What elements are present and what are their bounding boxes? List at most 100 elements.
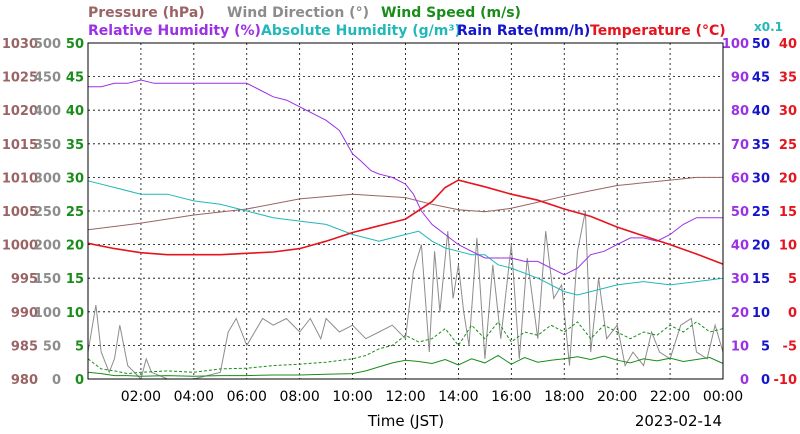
relative-humidity-tick-label: 20 xyxy=(731,306,749,321)
temperature-tick-label: 5 xyxy=(788,272,797,287)
wind-speed-tick-label: 5 xyxy=(75,339,84,354)
axis-tick-labels: 1030102510201015101010051000995990985980… xyxy=(2,37,797,388)
plot-frame xyxy=(87,42,724,380)
pressure-tick-label: 1025 xyxy=(2,71,38,86)
relative-humidity-tick-label: 30 xyxy=(731,272,749,287)
pressure-tick-label: 985 xyxy=(11,339,38,354)
wind-direction-tick-label: 500 xyxy=(34,37,61,52)
rain-rate-tick-label: 0 xyxy=(761,373,770,388)
wind-speed-tick-label: 20 xyxy=(66,239,84,254)
wind-direction-tick-label: 350 xyxy=(34,138,61,153)
legend-row1: Pressure (hPa) Wind Direction (°) Wind S… xyxy=(88,5,521,21)
x-tick-label: 10:00 xyxy=(332,389,372,405)
pressure-tick-label: 1020 xyxy=(2,104,38,119)
date-label: 2023-02-14 xyxy=(635,412,722,430)
pressure-tick-label: 1005 xyxy=(2,205,38,220)
x-tick-label: 08:00 xyxy=(279,389,319,405)
temperature-tick-label: -10 xyxy=(774,373,798,388)
rain-rate-tick-label: 30 xyxy=(752,171,770,186)
temperature-tick-label: 25 xyxy=(779,138,797,153)
x-tick-label: 14:00 xyxy=(438,389,478,405)
series-pressure-hpa xyxy=(87,176,723,231)
relative-humidity-tick-label: 70 xyxy=(731,138,749,153)
wind-speed-tick-label: 35 xyxy=(66,138,84,153)
temperature-tick-label: 20 xyxy=(779,171,797,186)
relative-humidity-tick-label: 60 xyxy=(731,171,749,186)
x-tick-label: 04:00 xyxy=(174,389,214,405)
x-tick-label: 20:00 xyxy=(597,389,637,405)
wind-direction-tick-label: 0 xyxy=(52,373,61,388)
wind-direction-tick-label: 250 xyxy=(34,205,61,220)
series-wind-speed-m-s xyxy=(87,354,724,377)
relative-humidity-tick-label: 0 xyxy=(740,373,749,388)
x-tick-label: 02:00 xyxy=(121,389,161,405)
pressure-tick-label: 995 xyxy=(11,272,38,287)
wind-direction-tick-label: 100 xyxy=(34,306,61,321)
rain-rate-tick-label: 40 xyxy=(752,104,770,119)
temperature-tick-label: 35 xyxy=(779,71,797,86)
series-wind-speed-gust-m-s xyxy=(87,321,724,375)
pressure-tick-label: 1010 xyxy=(2,171,38,186)
wind-direction-tick-label: 300 xyxy=(34,171,61,186)
pressure-tick-label: 1000 xyxy=(2,239,38,254)
pressure-tick-label: 1015 xyxy=(2,138,38,153)
rain-rate-tick-label: 50 xyxy=(752,37,770,52)
x-tick-label: 00:00 xyxy=(703,389,743,405)
rain-rate-tick-label: 25 xyxy=(752,205,770,220)
pressure-tick-label: 980 xyxy=(11,373,38,388)
wind-speed-tick-label: 30 xyxy=(66,171,84,186)
wind-direction-tick-label: 50 xyxy=(43,339,61,354)
x-axis-label: Time (JST) xyxy=(367,412,444,430)
temperature-tick-label: 10 xyxy=(779,239,797,254)
x-tick-label: 16:00 xyxy=(491,389,531,405)
rain-rate-tick-label: 5 xyxy=(761,339,770,354)
temperature-tick-label: -5 xyxy=(783,339,797,354)
wind-direction-tick-label: 450 xyxy=(34,71,61,86)
wind-speed-tick-label: 45 xyxy=(66,71,84,86)
temperature-tick-label: 0 xyxy=(788,306,797,321)
relative-humidity-tick-label: 90 xyxy=(731,71,749,86)
x-tick-label: 18:00 xyxy=(544,389,584,405)
temperature-tick-label: 40 xyxy=(779,37,797,52)
series-temperature-c xyxy=(87,179,724,265)
relative-humidity-tick-label: 80 xyxy=(731,104,749,119)
gridlines xyxy=(88,43,723,379)
rain-rate-tick-label: 45 xyxy=(752,71,770,86)
legend-wind-speed: Wind Speed (m/s) xyxy=(381,5,521,21)
series-absolute-humidity-g-m xyxy=(87,180,724,296)
pressure-tick-label: 1030 xyxy=(2,37,38,52)
relative-humidity-tick-label: 10 xyxy=(731,339,749,354)
wind-speed-tick-label: 15 xyxy=(66,272,84,287)
temperature-tick-label: 30 xyxy=(779,104,797,119)
x-tick-label: 06:00 xyxy=(227,389,267,405)
wind-direction-tick-label: 400 xyxy=(34,104,61,119)
wind-speed-tick-label: 25 xyxy=(66,205,84,220)
legend-wind-direction: Wind Direction (°) xyxy=(227,5,369,21)
pressure-tick-label: 990 xyxy=(11,306,38,321)
wind-direction-tick-label: 200 xyxy=(34,239,61,254)
x-tick-label: 12:00 xyxy=(385,389,425,405)
legend-absolute-humidity: Absolute Humidity (g/m³) xyxy=(261,23,461,39)
legend-rain-rate: Rain Rate(mm/h) xyxy=(457,23,590,39)
series-relative-humidity xyxy=(88,79,723,276)
rain-rate-tick-label: 10 xyxy=(752,306,770,321)
rain-rate-tick-label: 35 xyxy=(752,138,770,153)
x-tick-labels: 02:00 04:00 06:00 08:00 10:00 12:00 14:00 16:00… xyxy=(121,389,743,405)
relative-humidity-tick-label: 100 xyxy=(722,37,749,52)
legend-row2: Relative Humidity (%) Absolute Humidity … xyxy=(88,20,783,39)
legend-pressure: Pressure (hPa) xyxy=(88,5,205,21)
wind-speed-tick-label: 10 xyxy=(66,306,84,321)
wind-speed-tick-label: 0 xyxy=(75,373,84,388)
rain-rate-tick-label: 15 xyxy=(752,272,770,287)
rain-scale-note: x0.1 xyxy=(754,20,783,34)
wind-speed-tick-label: 50 xyxy=(66,37,84,52)
wind-direction-tick-label: 150 xyxy=(34,272,61,287)
wind-speed-tick-label: 40 xyxy=(66,104,84,119)
legend-temperature: Temperature (°C) xyxy=(590,23,726,39)
relative-humidity-tick-label: 50 xyxy=(731,205,749,220)
rain-rate-tick-label: 20 xyxy=(752,239,770,254)
temperature-tick-label: 15 xyxy=(779,205,797,220)
legend-relative-humidity: Relative Humidity (%) xyxy=(88,23,261,39)
x-tick-label: 22:00 xyxy=(650,389,690,405)
